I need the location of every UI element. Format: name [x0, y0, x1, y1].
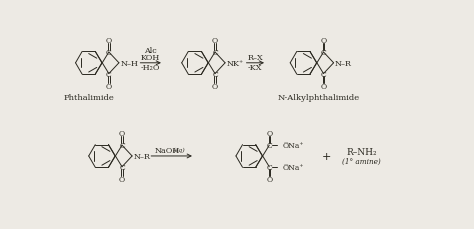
- Text: Alc: Alc: [144, 47, 157, 55]
- Text: C: C: [320, 70, 327, 78]
- Text: O: O: [266, 175, 273, 183]
- Text: R–NH₂: R–NH₂: [346, 147, 377, 156]
- Text: C: C: [119, 163, 125, 171]
- Text: Phthalimide: Phthalimide: [64, 94, 114, 102]
- Text: C: C: [106, 70, 112, 78]
- Text: C: C: [106, 49, 112, 57]
- Text: O: O: [320, 37, 327, 44]
- Text: O: O: [106, 82, 112, 90]
- Text: C: C: [266, 163, 272, 171]
- Text: KOH: KOH: [141, 53, 160, 61]
- Text: O: O: [106, 37, 112, 44]
- Text: N-Alkylphthalimide: N-Alkylphthalimide: [278, 94, 360, 102]
- Text: O: O: [119, 175, 125, 183]
- Text: C: C: [119, 142, 125, 150]
- Text: C: C: [212, 49, 218, 57]
- Text: O: O: [119, 129, 125, 137]
- Text: -KX: -KX: [248, 63, 263, 71]
- Text: O̅Na⁺: O̅Na⁺: [283, 163, 304, 171]
- Text: (1° amine): (1° amine): [342, 157, 381, 165]
- Text: N–R: N–R: [134, 152, 151, 160]
- Text: (aq): (aq): [172, 147, 185, 153]
- Text: O: O: [212, 37, 218, 44]
- Text: N–R: N–R: [335, 60, 352, 68]
- Text: O: O: [212, 82, 218, 90]
- Text: O: O: [320, 82, 327, 90]
- Text: NK⁺: NK⁺: [227, 60, 244, 68]
- Text: C: C: [212, 70, 218, 78]
- Text: +: +: [322, 151, 331, 161]
- Text: NaOH: NaOH: [155, 146, 181, 154]
- Text: C: C: [266, 142, 272, 150]
- Text: N–H: N–H: [120, 60, 138, 68]
- Text: O̅Na⁺: O̅Na⁺: [283, 142, 304, 150]
- Text: O: O: [266, 129, 273, 137]
- Text: R–X: R–X: [247, 53, 263, 61]
- Text: C: C: [320, 49, 327, 57]
- Text: -H₂O: -H₂O: [141, 63, 161, 71]
